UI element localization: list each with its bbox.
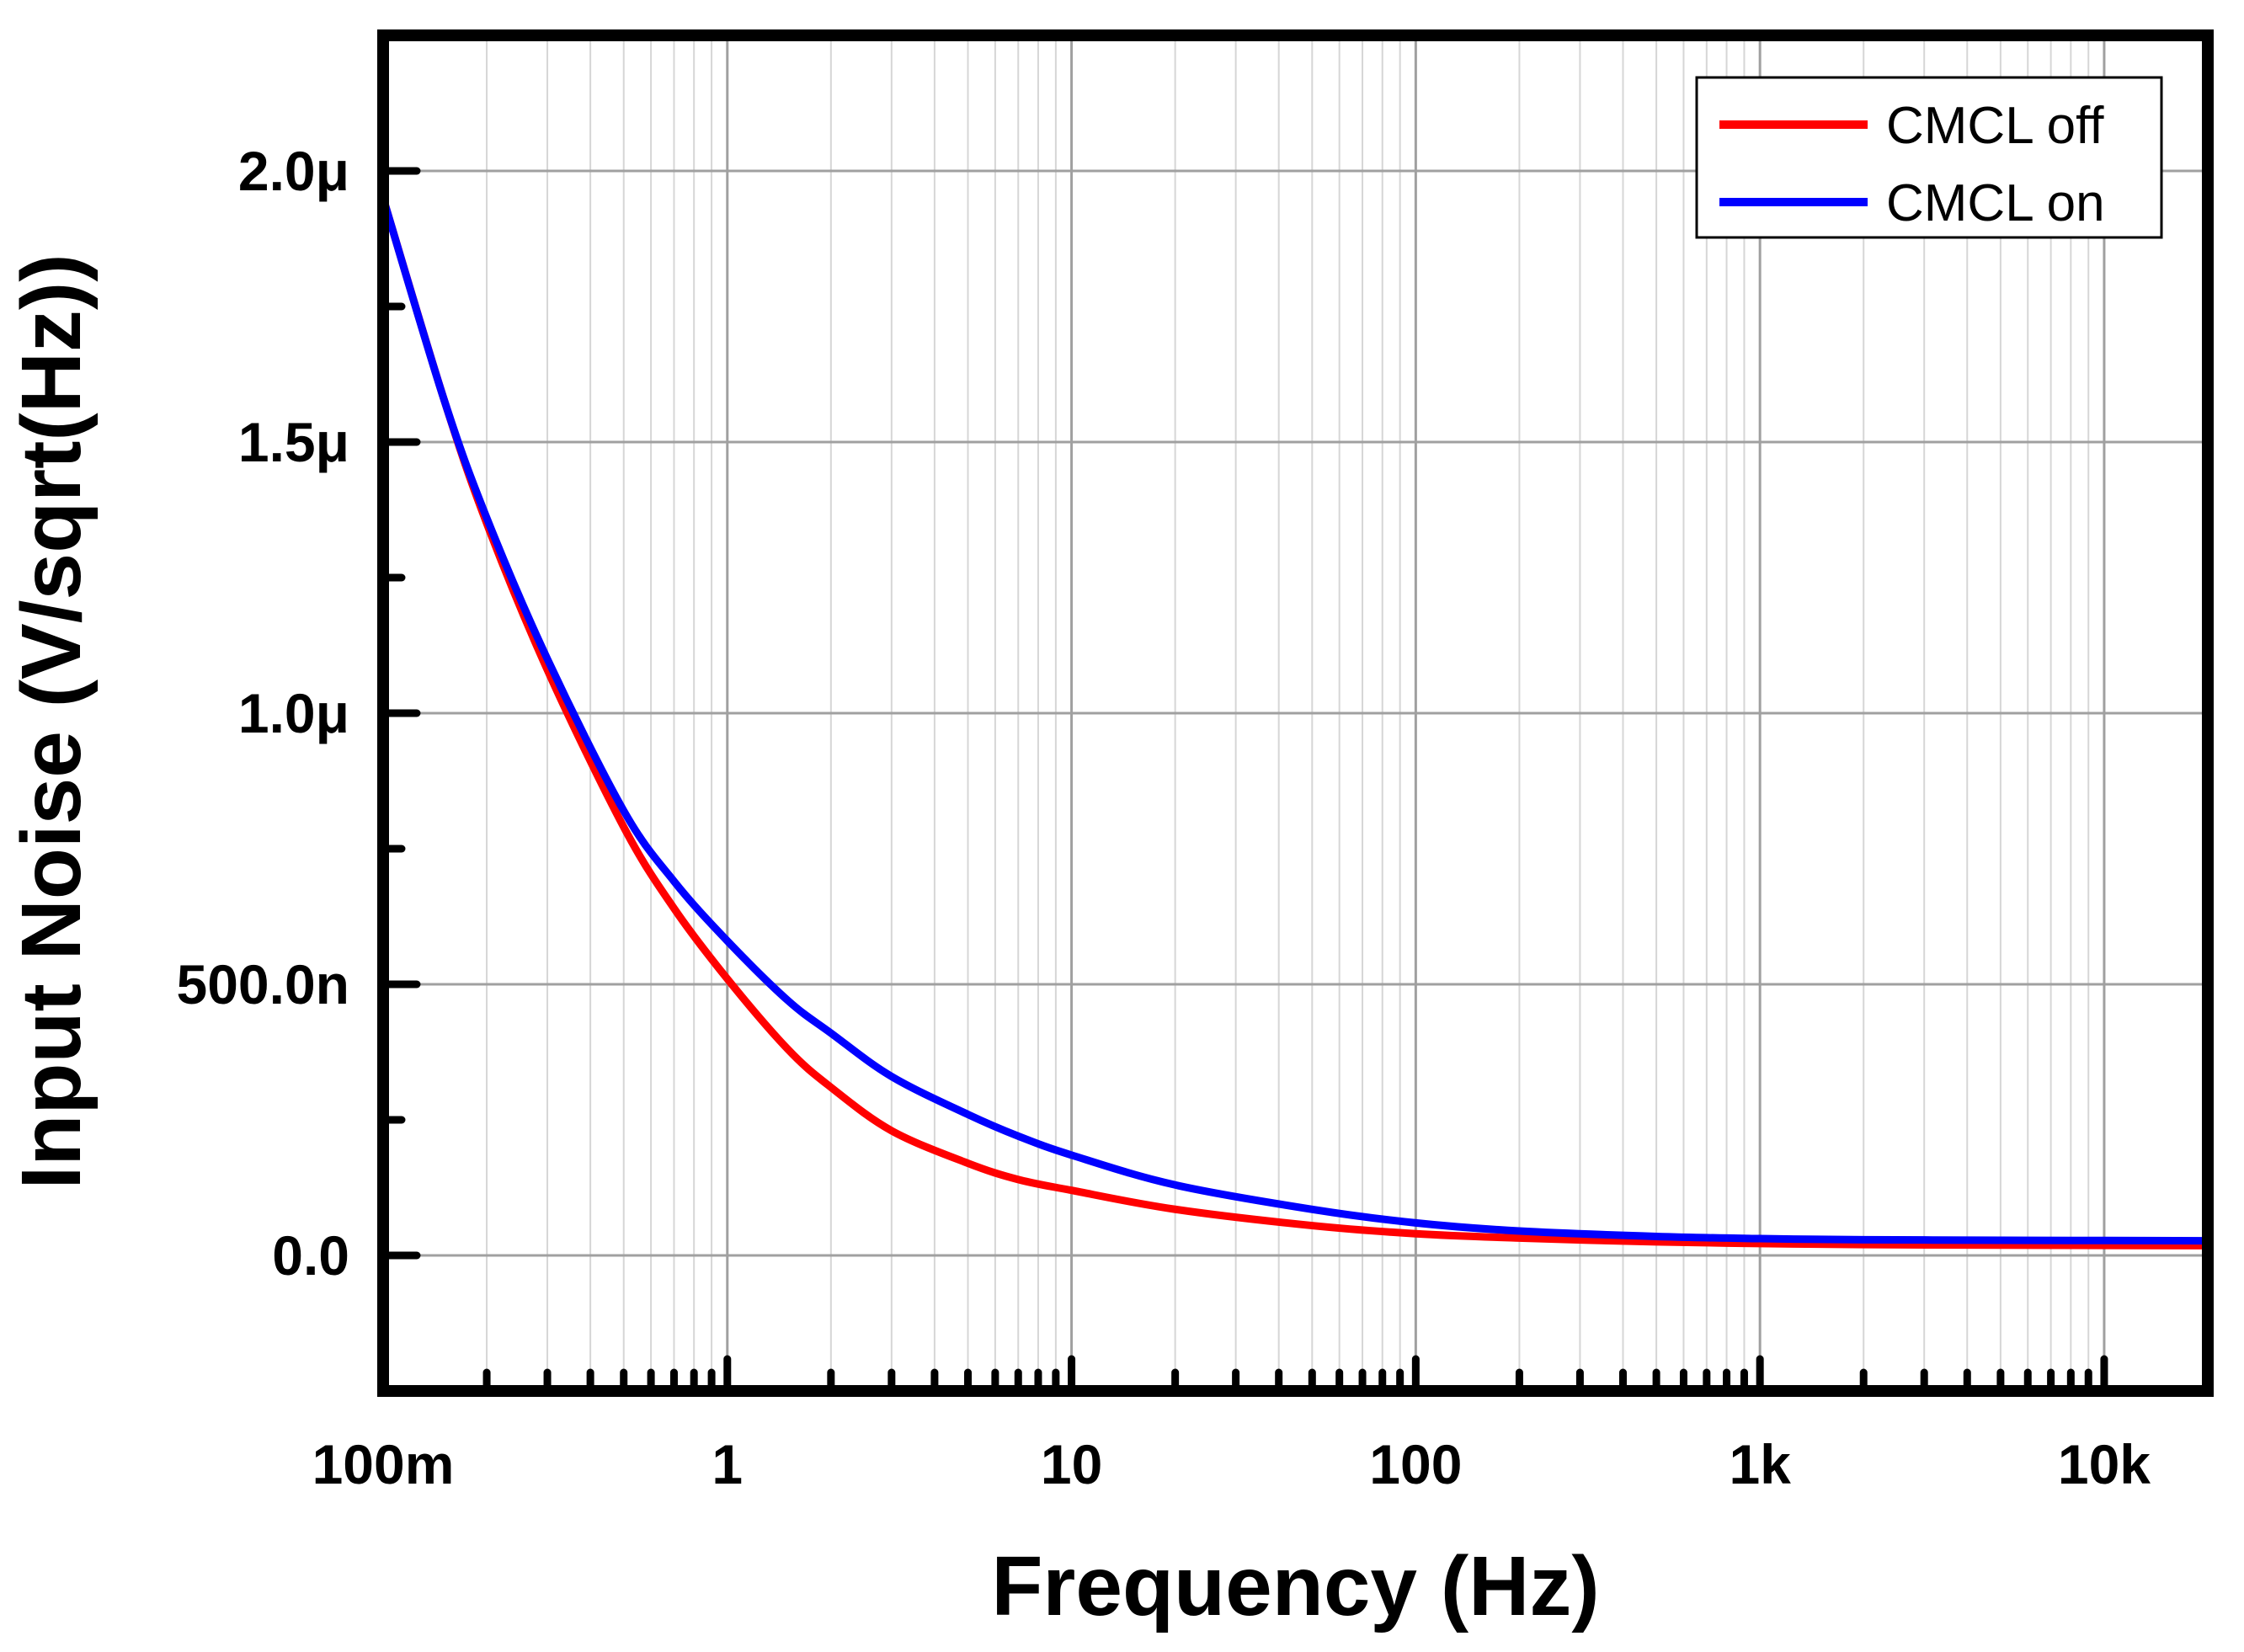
y-tick-label: 500.0n — [177, 953, 349, 1015]
x-tick-label: 100m — [312, 1433, 455, 1495]
legend-label-cmcl-on: CMCL on — [1886, 174, 2105, 232]
y-tick-label: 2.0μ — [238, 140, 349, 202]
x-axis-title: Frequency (Hz) — [991, 1539, 1599, 1633]
series-line-cmcl-on — [379, 196, 2209, 1245]
y-tick-label: 1.5μ — [238, 411, 349, 473]
x-tick-label: 10 — [1041, 1433, 1102, 1495]
x-tick-label: 10k — [2058, 1433, 2151, 1495]
plot-frame — [377, 29, 2214, 1397]
x-tick-label: 100 — [1369, 1433, 1462, 1495]
y-tick-labels: 0.0 500.0n 1.0μ 1.5μ 2.0μ — [177, 140, 349, 1287]
series-line-cmcl-off — [379, 196, 2209, 1250]
y-axis-title: Input Noise (V/sqrt(Hz)) — [4, 253, 99, 1189]
legend-label-cmcl-off: CMCL off — [1886, 97, 2104, 155]
x-tick-label: 1 — [712, 1433, 743, 1495]
legend-box — [1695, 76, 2163, 239]
x-tick-label: 1k — [1729, 1433, 1791, 1495]
series-lines — [379, 196, 2209, 1250]
y-tick-label: 0.0 — [272, 1224, 349, 1287]
y-tick-label: 1.0μ — [238, 682, 349, 744]
legend: CMCL off CMCL on — [1695, 76, 2163, 239]
x-tick-labels: 100m 1 10 100 1k 10k — [312, 1433, 2151, 1495]
